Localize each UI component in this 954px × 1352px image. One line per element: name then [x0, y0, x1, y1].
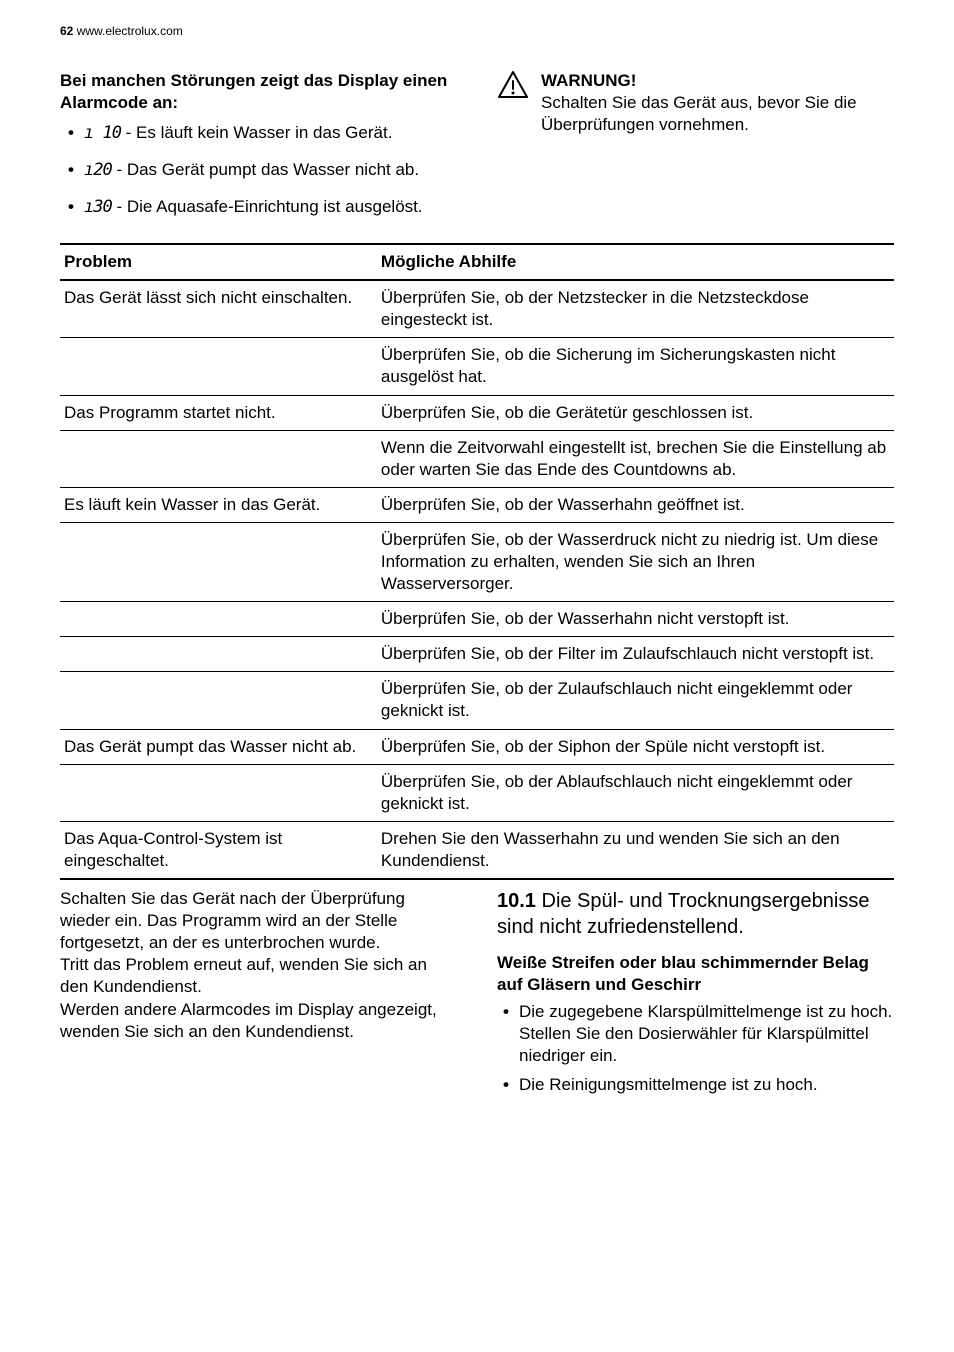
alarm-desc: - Die Aquasafe-Einrichtung ist ausgelöst… [112, 197, 423, 216]
intro-right: WARNUNG! Schalten Sie das Gerät aus, bev… [497, 70, 894, 233]
alarm-desc: - Das Gerät pumpt das Wasser nicht ab. [112, 160, 419, 179]
table-row: Überprüfen Sie, ob der Wasserdruck nicht… [60, 522, 894, 601]
problem-cell: Das Gerät lässt sich nicht einschalten. [60, 280, 377, 338]
solution-cell: Überprüfen Sie, ob der Netzstecker in di… [377, 280, 894, 338]
intro-row: Bei manchen Störungen zeigt das Display … [60, 70, 894, 233]
solution-cell: Überprüfen Sie, ob der Zulaufschlauch ni… [377, 672, 894, 729]
solution-cell: Überprüfen Sie, ob der Filter im Zulaufs… [377, 637, 894, 672]
problem-cell: Das Aqua-Control-System ist eingeschalte… [60, 821, 377, 879]
intro-title: Bei manchen Störungen zeigt das Display … [60, 70, 457, 114]
problem-cell [60, 672, 377, 729]
solution-cell: Drehen Sie den Wasserhahn zu und wenden … [377, 821, 894, 879]
subsection-item-list: Die zugegebene Klarspülmittelmenge ist z… [503, 1001, 894, 1095]
table-row: Überprüfen Sie, ob der Filter im Zulaufs… [60, 637, 894, 672]
table-body: Das Gerät lässt sich nicht einschalten.Ü… [60, 280, 894, 879]
subsection-title: Die Spül- und Trocknungsergebnisse sind … [497, 890, 869, 938]
page-header: 62 www.electrolux.com [60, 24, 894, 40]
warning-title: WARNUNG! [541, 71, 636, 90]
problem-cell: Das Programm startet nicht. [60, 395, 377, 430]
intro-left: Bei manchen Störungen zeigt das Display … [60, 70, 457, 233]
problem-cell: Das Gerät pumpt das Wasser nicht ab. [60, 729, 377, 764]
table-row: Das Gerät pumpt das Wasser nicht ab.Über… [60, 729, 894, 764]
subhead: Weiße Streifen oder blau schimmernder Be… [497, 952, 894, 996]
solution-cell: Wenn die Zeitvorwahl eingestellt ist, br… [377, 430, 894, 487]
list-item: Die Reinigungsmittelmenge ist zu hoch. [503, 1074, 894, 1096]
problem-cell [60, 764, 377, 821]
table-row: Überprüfen Sie, ob der Wasserhahn nicht … [60, 602, 894, 637]
th-problem: Problem [60, 244, 377, 280]
solution-cell: Überprüfen Sie, ob die Sicherung im Sich… [377, 338, 894, 395]
alarm-code: ı 10 [84, 123, 121, 143]
subsection-heading: 10.1 Die Spül- und Trocknungsergebnisse … [497, 888, 894, 940]
bottom-right: 10.1 Die Spül- und Trocknungsergebnisse … [497, 888, 894, 1102]
paragraph: Tritt das Problem erneut auf, wenden Sie… [60, 954, 457, 998]
problem-cell [60, 637, 377, 672]
table-row: Überprüfen Sie, ob der Zulaufschlauch ni… [60, 672, 894, 729]
paragraph: Werden andere Alarmcodes im Display ange… [60, 999, 457, 1043]
table-row: Es läuft kein Wasser in das Gerät.Überpr… [60, 487, 894, 522]
table-row: Überprüfen Sie, ob die Sicherung im Sich… [60, 338, 894, 395]
solution-cell: Überprüfen Sie, ob der Ablaufschlauch ni… [377, 764, 894, 821]
paragraph: Schalten Sie das Gerät nach der Überprüf… [60, 888, 457, 954]
table-row: Das Gerät lässt sich nicht einschalten.Ü… [60, 280, 894, 338]
problem-cell [60, 522, 377, 601]
troubleshooting-table: Problem Mögliche Abhilfe Das Gerät lässt… [60, 243, 894, 880]
th-solution: Mögliche Abhilfe [377, 244, 894, 280]
page-number: 62 [60, 24, 73, 38]
table-row: Überprüfen Sie, ob der Ablaufschlauch ni… [60, 764, 894, 821]
solution-cell: Überprüfen Sie, ob der Wasserhahn geöffn… [377, 487, 894, 522]
table-row: Das Programm startet nicht.Überprüfen Si… [60, 395, 894, 430]
solution-cell: Überprüfen Sie, ob der Siphon der Spüle … [377, 729, 894, 764]
problem-cell [60, 338, 377, 395]
solution-cell: Überprüfen Sie, ob der Wasserhahn nicht … [377, 602, 894, 637]
problem-cell [60, 430, 377, 487]
problem-cell: Es läuft kein Wasser in das Gerät. [60, 487, 377, 522]
alarm-desc: - Es läuft kein Wasser in das Gerät. [121, 123, 392, 142]
header-url: www.electrolux.com [77, 24, 183, 38]
subsection-number: 10.1 [497, 890, 536, 912]
table-row: Das Aqua-Control-System ist eingeschalte… [60, 821, 894, 879]
bottom-section: Schalten Sie das Gerät nach der Überprüf… [60, 888, 894, 1102]
table-header-row: Problem Mögliche Abhilfe [60, 244, 894, 280]
table-row: Wenn die Zeitvorwahl eingestellt ist, br… [60, 430, 894, 487]
warning-body: Schalten Sie das Gerät aus, bevor Sie di… [541, 93, 857, 134]
solution-cell: Überprüfen Sie, ob der Wasserdruck nicht… [377, 522, 894, 601]
alarm-item: ı 10 - Es läuft kein Wasser in das Gerät… [68, 122, 457, 144]
warning-block: WARNUNG! Schalten Sie das Gerät aus, bev… [497, 70, 894, 136]
alarm-code: ı30 [84, 197, 112, 217]
problem-cell [60, 602, 377, 637]
alarm-code-list: ı 10 - Es läuft kein Wasser in das Gerät… [68, 122, 457, 218]
alarm-code: ı20 [84, 160, 112, 180]
warning-text: WARNUNG! Schalten Sie das Gerät aus, bev… [541, 70, 894, 136]
list-item: Die zugegebene Klarspülmittelmenge ist z… [503, 1001, 894, 1067]
alarm-item: ı20 - Das Gerät pumpt das Wasser nicht a… [68, 159, 457, 181]
warning-icon [497, 70, 529, 100]
alarm-item: ı30 - Die Aquasafe-Einrichtung ist ausge… [68, 196, 457, 218]
bottom-left-text: Schalten Sie das Gerät nach der Überprüf… [60, 888, 457, 1102]
solution-cell: Überprüfen Sie, ob die Gerätetür geschlo… [377, 395, 894, 430]
